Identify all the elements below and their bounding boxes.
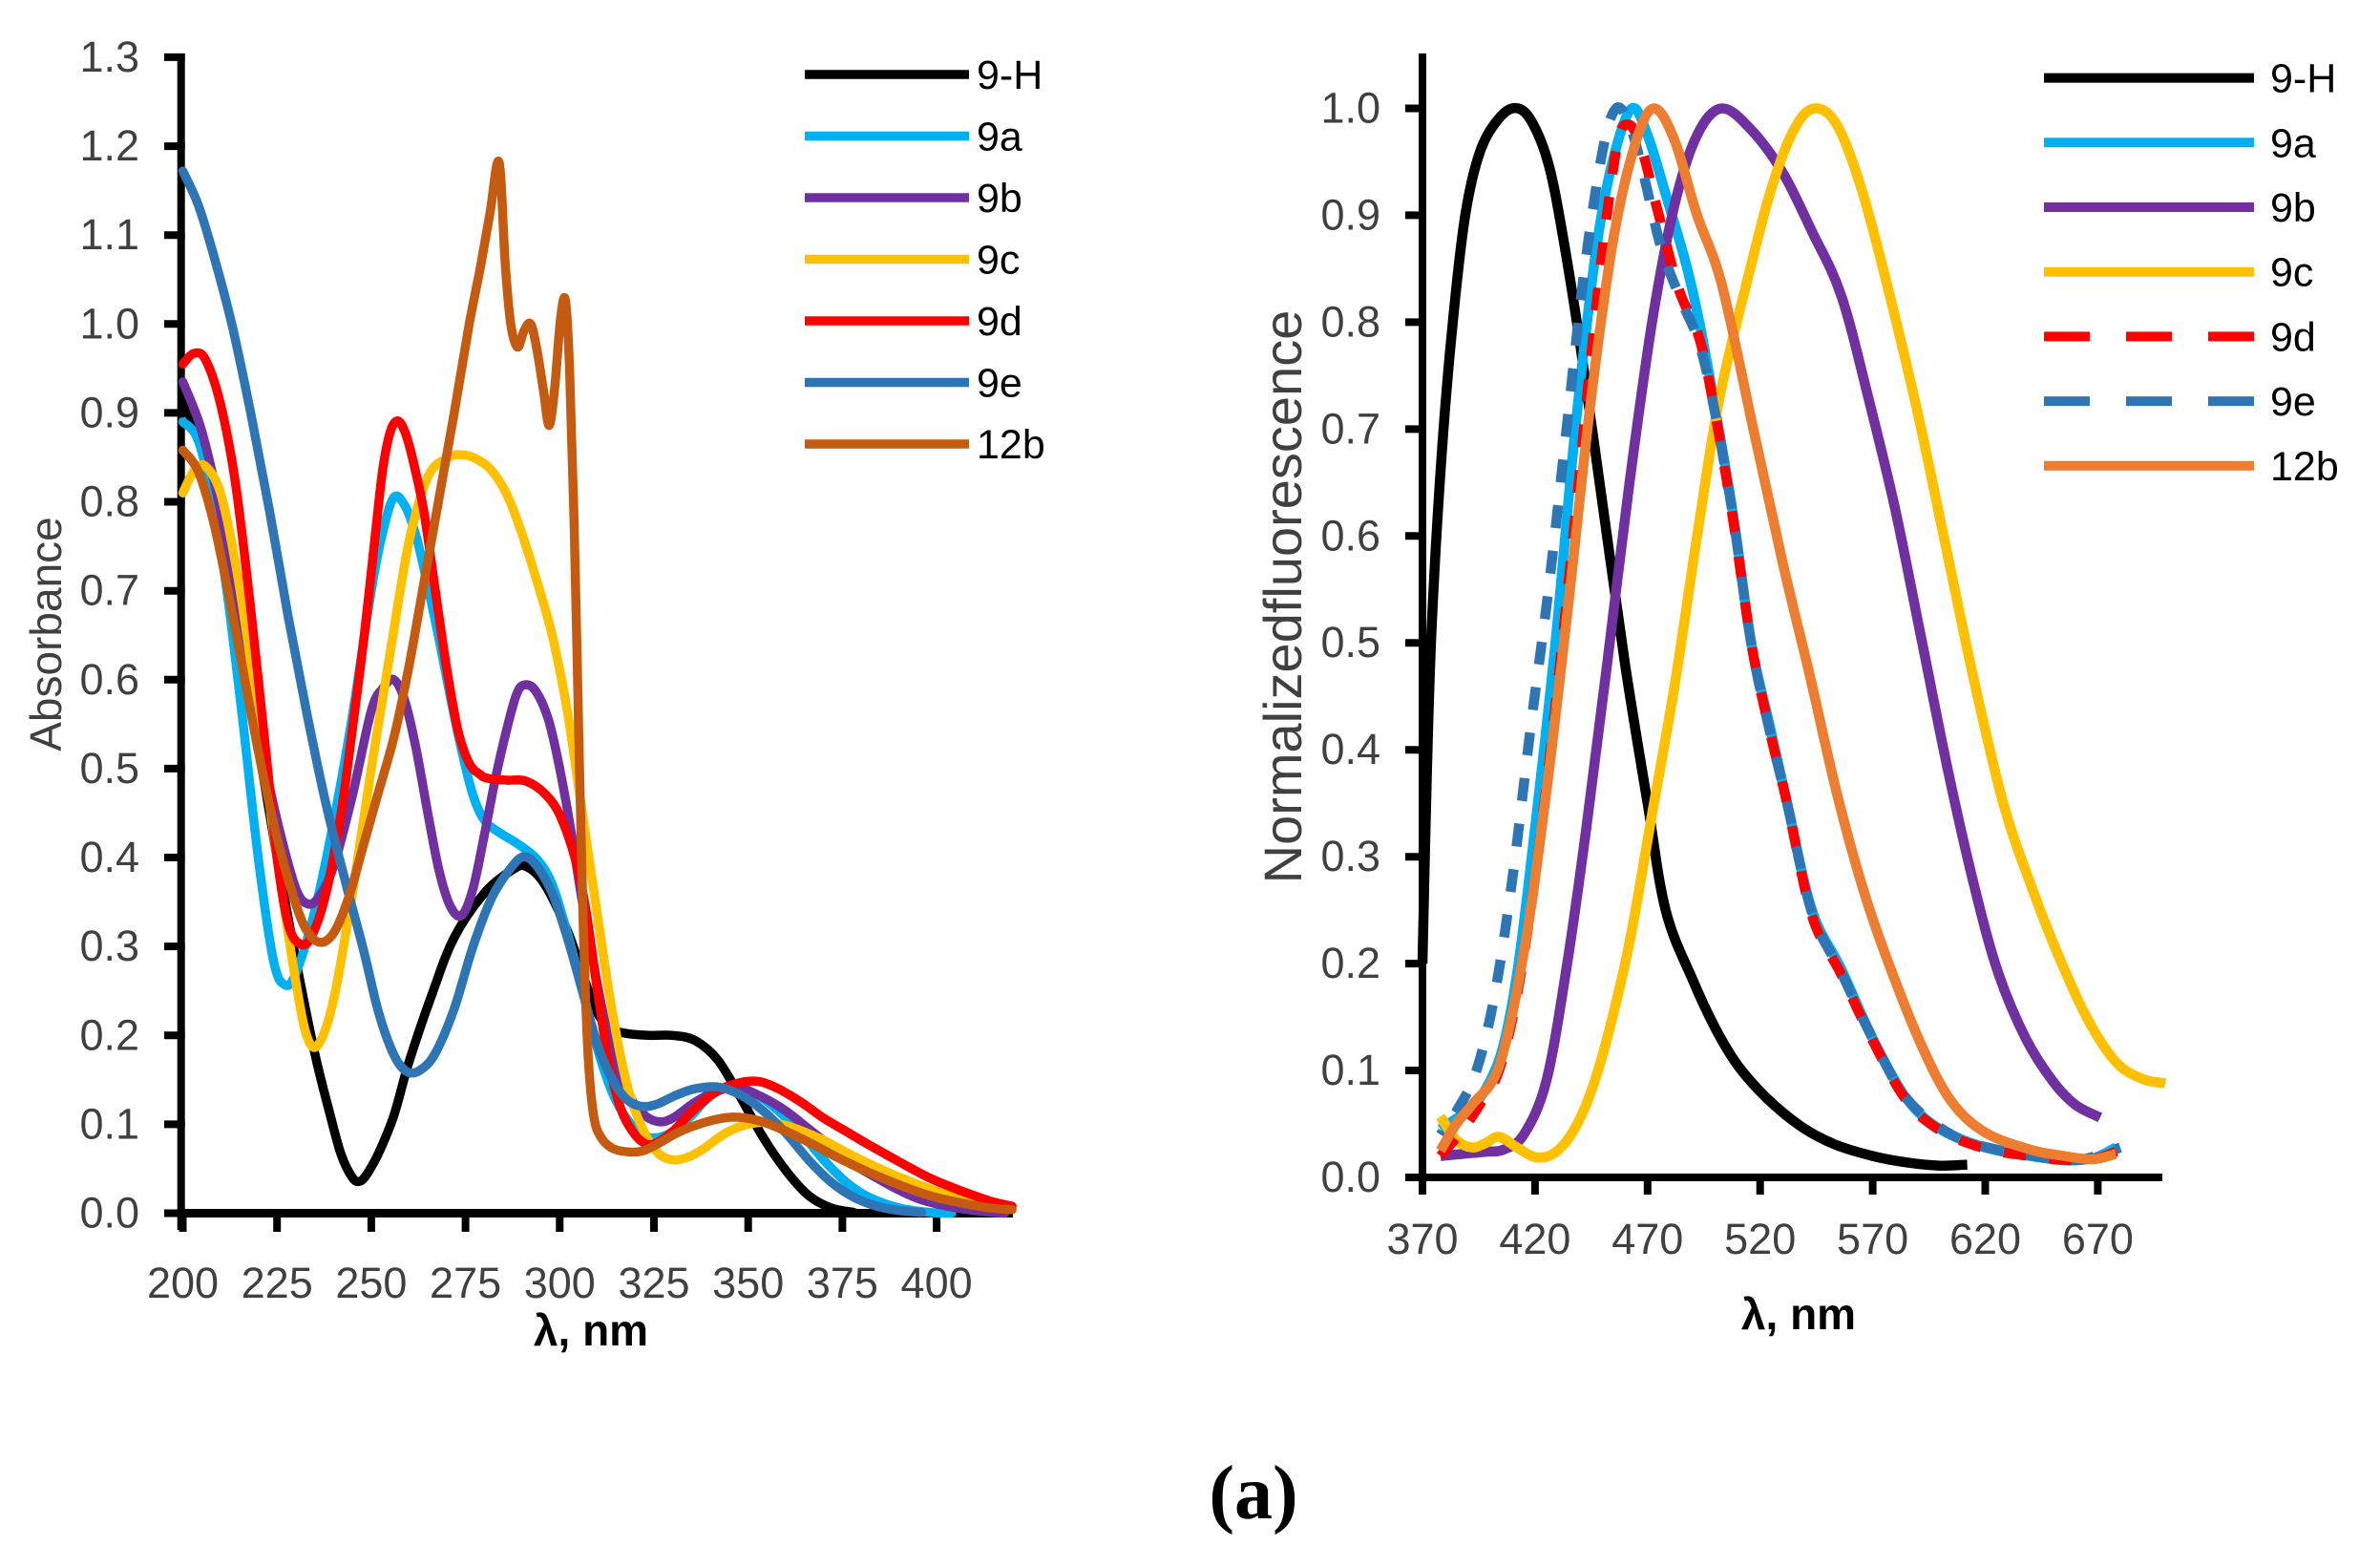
svg-text:9d: 9d [2270,314,2316,360]
svg-text:9-H: 9-H [2270,56,2336,102]
svg-text:375: 375 [807,1259,878,1307]
svg-text:325: 325 [618,1259,689,1307]
svg-text:0.4: 0.4 [79,833,139,881]
svg-text:9d: 9d [977,299,1022,345]
svg-text:350: 350 [712,1259,784,1307]
svg-text:0.8: 0.8 [79,477,139,526]
svg-text:0.6: 0.6 [1320,511,1380,560]
svg-text:0.5: 0.5 [1320,618,1380,667]
svg-text:0.8: 0.8 [1320,297,1380,346]
svg-text:0.0: 0.0 [79,1189,139,1238]
svg-text:1.3: 1.3 [79,32,139,81]
svg-text:9b: 9b [2270,185,2316,231]
svg-text:0.0: 0.0 [1320,1153,1380,1201]
svg-text:0.1: 0.1 [79,1099,139,1148]
svg-text:370: 370 [1386,1215,1458,1263]
svg-text:275: 275 [430,1259,501,1307]
svg-text:λ, nm: λ, nm [534,1305,648,1355]
svg-text:0.7: 0.7 [1320,404,1380,453]
svg-text:9c: 9c [2270,250,2313,296]
svg-text:1.1: 1.1 [79,210,139,259]
svg-text:200: 200 [147,1259,219,1307]
svg-text:0.3: 0.3 [79,921,139,970]
svg-text:0.5: 0.5 [79,744,139,793]
svg-text:420: 420 [1499,1215,1570,1263]
svg-text:570: 570 [1837,1215,1908,1263]
svg-text:620: 620 [1949,1215,2021,1263]
svg-text:9c: 9c [977,238,1020,284]
svg-text:470: 470 [1611,1215,1683,1263]
svg-text:0.6: 0.6 [79,655,139,704]
svg-text:9b: 9b [977,176,1022,222]
svg-text:0.2: 0.2 [79,1010,139,1059]
svg-text:670: 670 [2062,1215,2134,1263]
svg-text:1.0: 1.0 [79,299,139,348]
svg-text:9e: 9e [2270,379,2316,425]
svg-text:300: 300 [524,1259,596,1307]
svg-text:Absorbance: Absorbance [21,517,71,752]
svg-text:400: 400 [901,1259,973,1307]
svg-text:0.9: 0.9 [79,388,139,436]
svg-text:0.3: 0.3 [1320,832,1380,880]
svg-text:9a: 9a [977,115,1022,160]
svg-text:0.9: 0.9 [1320,190,1380,239]
svg-text:12b: 12b [2270,444,2339,490]
svg-text:9-H: 9-H [977,53,1043,98]
svg-text:9e: 9e [977,361,1022,407]
svg-text:520: 520 [1724,1215,1796,1263]
svg-text:0.7: 0.7 [79,566,139,615]
svg-text:250: 250 [335,1259,407,1307]
svg-text:12b: 12b [977,422,1045,468]
svg-text:0.4: 0.4 [1320,725,1380,773]
svg-text:225: 225 [242,1259,313,1307]
svg-text:9a: 9a [2270,120,2316,166]
svg-text:(a): (a) [1209,1451,1297,1535]
svg-text:0.2: 0.2 [1320,939,1380,987]
svg-text:Normalizedfluorescence: Normalizedfluorescence [1253,310,1313,884]
svg-text:λ, nm: λ, nm [1741,1289,1856,1339]
svg-text:1.0: 1.0 [1320,84,1380,133]
svg-text:1.2: 1.2 [79,121,139,170]
svg-text:0.1: 0.1 [1320,1046,1380,1094]
